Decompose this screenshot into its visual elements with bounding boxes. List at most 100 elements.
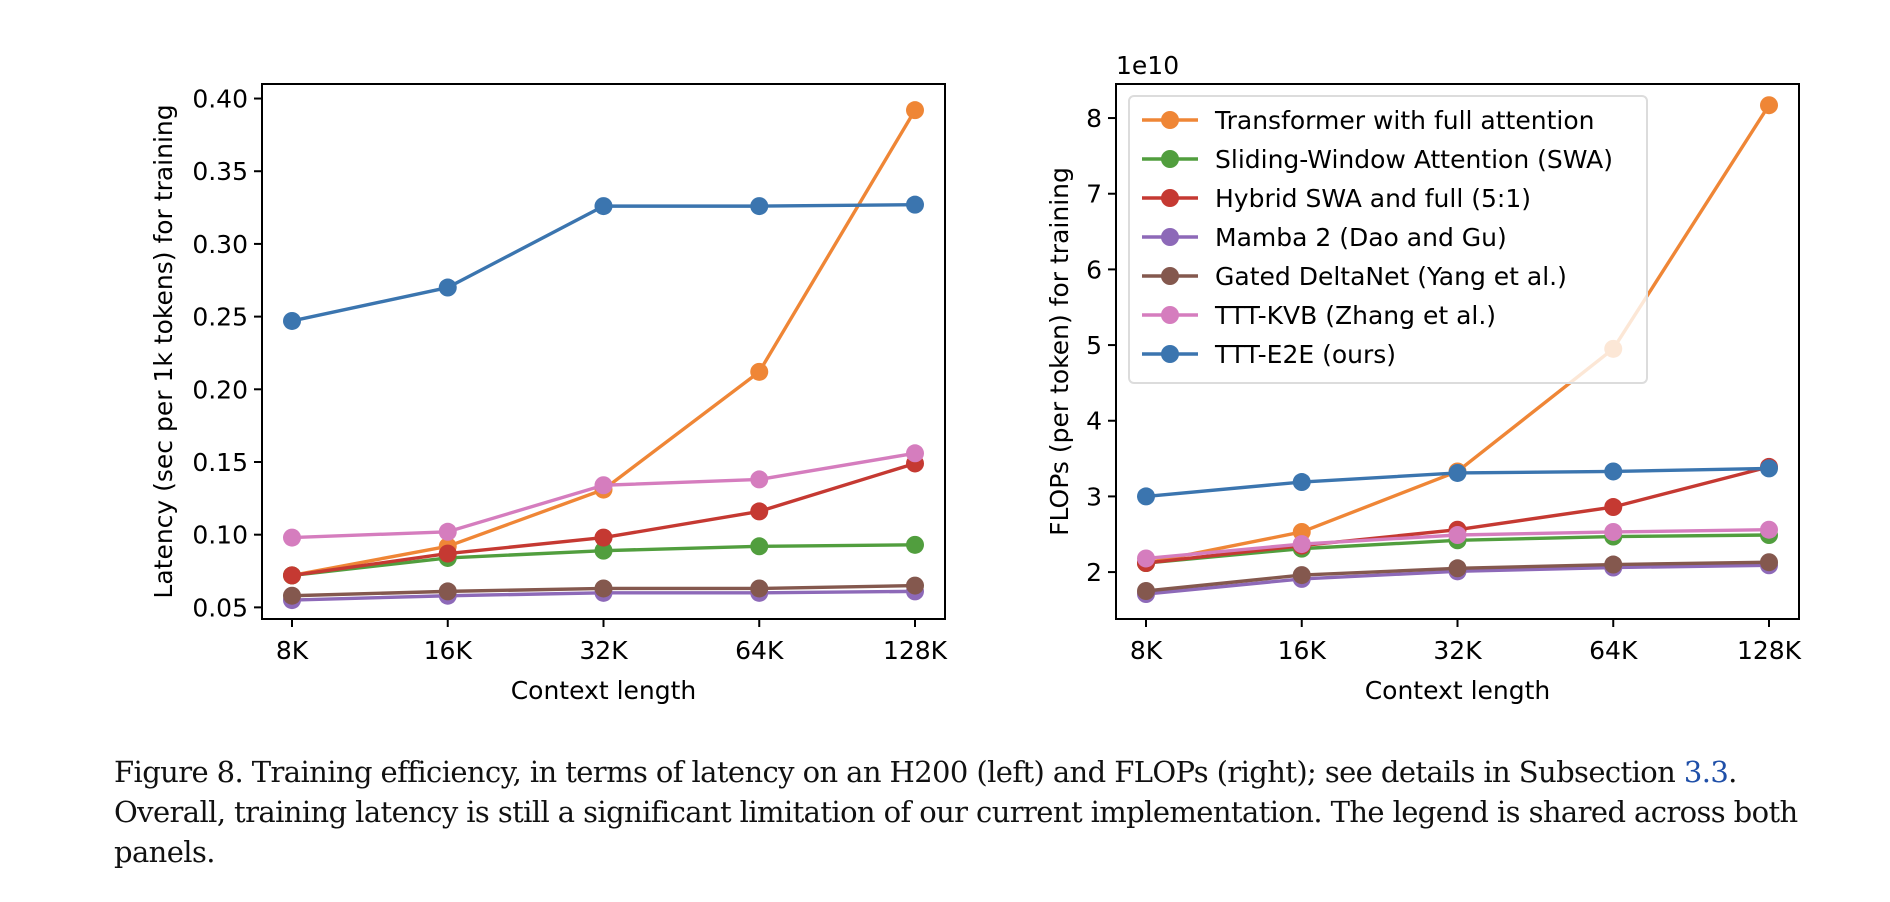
data-point: [1137, 487, 1155, 506]
data-point: [1137, 549, 1155, 568]
data-point: [283, 311, 301, 330]
legend-marker: [1161, 345, 1179, 363]
x-tick-label: 32K: [579, 636, 628, 665]
y-tick-label: 8: [1086, 104, 1102, 133]
data-point: [906, 576, 924, 595]
figure-charts: 0.05 0.10 0.15 0.20 0.25 0.30 0.35 0.40 8K 16K 32K…: [149, 51, 1802, 705]
legend-item: TTT-KVB (Zhang et al.): [1142, 301, 1496, 330]
data-point: [1448, 463, 1467, 482]
legend-item: TTT-E2E (ours): [1142, 340, 1396, 369]
data-point: [1604, 555, 1623, 574]
data-point: [438, 544, 457, 563]
data-point: [750, 502, 769, 521]
series-ttt-kvb-zhang-et-al: [1137, 520, 1778, 568]
x-tick-label: 128K: [1737, 636, 1802, 665]
legend-marker: [1161, 228, 1179, 246]
legend-marker: [1161, 150, 1179, 168]
x-tick-label: 16K: [424, 636, 473, 665]
series-gated-deltanet-yang-et-al: [1137, 553, 1778, 601]
y-tick-label: 0.25: [192, 303, 248, 332]
data-point: [594, 541, 613, 560]
x-tick-label: 64K: [1589, 636, 1638, 665]
data-point: [283, 528, 301, 547]
series-ttt-e2e-ours: [283, 195, 924, 330]
data-point: [1292, 473, 1311, 492]
data-point: [906, 195, 924, 214]
data-point: [750, 537, 769, 556]
x-axis-label: Context length: [1365, 676, 1551, 705]
data-point: [1448, 559, 1467, 578]
data-point: [1292, 535, 1311, 554]
data-point: [283, 586, 301, 605]
y-tick-label: 6: [1086, 255, 1102, 284]
y-tick-label: 3: [1086, 482, 1102, 511]
x-axis-label: Context length: [511, 676, 697, 705]
y-tick-label: 7: [1086, 180, 1102, 209]
y-axis-label: Latency (sec per 1k tokens) for training: [149, 104, 178, 598]
series-hybrid-swa-and-full-5-1: [283, 454, 924, 585]
x-tick-label: 64K: [735, 636, 784, 665]
series-sliding-window-attention-swa: [283, 535, 924, 585]
data-point: [1760, 459, 1778, 478]
x-tick-label: 8K: [1130, 636, 1163, 665]
series-ttt-kvb-zhang-et-al: [283, 444, 924, 547]
caption-text-start: Figure 8. Training efficiency, in terms …: [114, 755, 1684, 789]
data-point: [1760, 96, 1778, 115]
legend-item: Sliding-Window Attention (SWA): [1142, 145, 1613, 174]
y-tick-label: 0.05: [192, 593, 248, 622]
data-point: [438, 582, 457, 601]
series-line: [291, 109, 917, 578]
data-point: [750, 362, 769, 381]
y-tick-label: 2: [1086, 558, 1102, 587]
data-point: [1760, 553, 1778, 572]
y-tick-label: 0.10: [192, 521, 248, 550]
x-tick-label: 16K: [1278, 636, 1327, 665]
legend-marker: [1161, 189, 1179, 207]
series-ttt-e2e-ours: [1137, 459, 1778, 506]
series-line: [291, 202, 916, 323]
legend-marker: [1161, 111, 1179, 129]
series-transformer-with-full-attention: [283, 101, 924, 585]
y-tick-label: 5: [1086, 331, 1102, 360]
legend-box: [1128, 95, 1648, 384]
y-tick-label: 0.15: [192, 448, 248, 477]
data-point: [906, 101, 924, 120]
data-point: [594, 528, 613, 547]
data-point: [1448, 526, 1467, 545]
data-point: [594, 476, 613, 495]
y-offset-label: 1e10: [1116, 51, 1179, 80]
y-tick-label: 0.35: [192, 157, 248, 186]
data-point: [1292, 566, 1311, 585]
legend-label: Sliding-Window Attention (SWA): [1215, 145, 1613, 174]
figure-caption: Figure 8. Training efficiency, in terms …: [114, 752, 1854, 872]
y-axis-label: FLOPs (per token) for training: [1045, 167, 1074, 536]
legend-label: Transformer with full attention: [1214, 106, 1594, 135]
y-tick-label: 0.30: [192, 230, 248, 259]
data-point: [906, 444, 924, 463]
legend-marker: [1161, 306, 1179, 324]
data-point: [594, 197, 613, 216]
legend: Transformer with full attention Sliding-W…: [1128, 95, 1648, 384]
x-tick-label: 32K: [1433, 636, 1482, 665]
data-point: [1760, 520, 1778, 539]
legend-label: TTT-E2E (ours): [1214, 340, 1396, 369]
subsection-reference-link[interactable]: 3.3: [1683, 755, 1729, 789]
flops-panel: 2 3 4 5 6 7 8 8K 16K 32K 64K 128K Context length FLOP…: [1045, 51, 1802, 705]
legend-label: Gated DeltaNet (Yang et al.): [1215, 262, 1567, 291]
y-tick-label: 0.20: [192, 375, 248, 404]
data-point: [1604, 498, 1623, 517]
data-point: [283, 566, 301, 585]
data-point: [1604, 522, 1623, 541]
data-point: [438, 522, 457, 541]
data-point: [906, 535, 924, 554]
x-tick-label: 8K: [276, 636, 309, 665]
legend-label: TTT-KVB (Zhang et al.): [1214, 301, 1496, 330]
data-point: [438, 278, 457, 297]
data-point: [1604, 462, 1623, 481]
legend-item: Hybrid SWA and full (5:1): [1142, 184, 1531, 213]
x-tick-label: 128K: [883, 636, 948, 665]
data-point: [594, 579, 613, 598]
legend-item: Mamba 2 (Dao and Gu): [1142, 223, 1507, 252]
legend-item: Gated DeltaNet (Yang et al.): [1142, 262, 1567, 291]
legend-label: Hybrid SWA and full (5:1): [1215, 184, 1531, 213]
